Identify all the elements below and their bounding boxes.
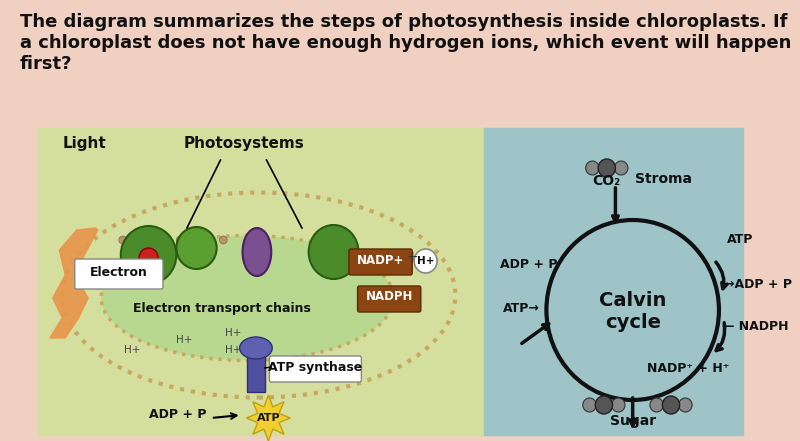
Circle shape [664, 398, 678, 412]
Circle shape [139, 248, 158, 268]
Text: Light: Light [62, 136, 106, 151]
Text: — NADPH: — NADPH [722, 320, 788, 333]
Text: ADP + P: ADP + P [149, 408, 206, 421]
Text: Photosystems: Photosystems [184, 136, 305, 151]
Bar [484, 128, 743, 435]
Ellipse shape [121, 226, 176, 284]
Circle shape [598, 159, 615, 177]
Text: Stroma: Stroma [634, 172, 691, 186]
Text: Electron: Electron [90, 265, 148, 279]
Circle shape [205, 236, 213, 244]
Circle shape [134, 236, 141, 244]
Polygon shape [246, 395, 290, 441]
Circle shape [614, 161, 628, 175]
Circle shape [598, 398, 610, 412]
Circle shape [595, 396, 613, 414]
Text: H+: H+ [225, 345, 241, 355]
Circle shape [219, 236, 227, 244]
FancyBboxPatch shape [358, 286, 421, 312]
Circle shape [611, 398, 625, 412]
FancyBboxPatch shape [270, 356, 362, 382]
Text: H+: H+ [417, 256, 434, 266]
FancyBboxPatch shape [74, 259, 163, 289]
Ellipse shape [242, 228, 271, 276]
Polygon shape [50, 228, 98, 338]
Text: NADP+: NADP+ [357, 254, 404, 266]
Circle shape [176, 236, 184, 244]
Circle shape [148, 236, 155, 244]
Text: ATP synthase: ATP synthase [268, 360, 362, 374]
Text: H+: H+ [225, 328, 241, 338]
Circle shape [662, 396, 680, 414]
Bar [247, 346, 265, 392]
Text: H+: H+ [124, 345, 141, 355]
Text: ATP: ATP [257, 413, 280, 423]
Text: NADPH: NADPH [366, 291, 413, 303]
Circle shape [414, 249, 437, 273]
Text: CO₂: CO₂ [593, 174, 621, 188]
Circle shape [650, 398, 663, 412]
Text: The diagram summarizes the steps of photosynthesis inside chloroplasts. If
a chl: The diagram summarizes the steps of phot… [20, 13, 791, 73]
Circle shape [583, 398, 596, 412]
Text: ATP→: ATP→ [503, 302, 540, 315]
Circle shape [190, 236, 198, 244]
Text: Electron transport chains: Electron transport chains [134, 302, 311, 315]
Text: H+: H+ [176, 335, 192, 345]
Text: →ADP + P: →ADP + P [724, 278, 792, 291]
Circle shape [678, 398, 692, 412]
Bar [38, 128, 484, 435]
Text: ADP + P: ADP + P [500, 258, 558, 271]
Circle shape [586, 161, 599, 175]
Circle shape [600, 161, 614, 175]
FancyBboxPatch shape [349, 249, 412, 275]
Text: +: + [406, 250, 418, 264]
Circle shape [546, 220, 719, 400]
Text: ATP: ATP [726, 233, 753, 246]
Ellipse shape [101, 235, 394, 360]
Text: Calvin: Calvin [599, 291, 666, 310]
Ellipse shape [240, 337, 272, 359]
Ellipse shape [309, 225, 358, 279]
Ellipse shape [176, 227, 217, 269]
Circle shape [119, 236, 126, 244]
Circle shape [162, 236, 170, 244]
Text: NADP⁺ + H⁺: NADP⁺ + H⁺ [647, 362, 730, 375]
Text: cycle: cycle [605, 314, 661, 333]
Text: Sugar: Sugar [610, 414, 656, 428]
